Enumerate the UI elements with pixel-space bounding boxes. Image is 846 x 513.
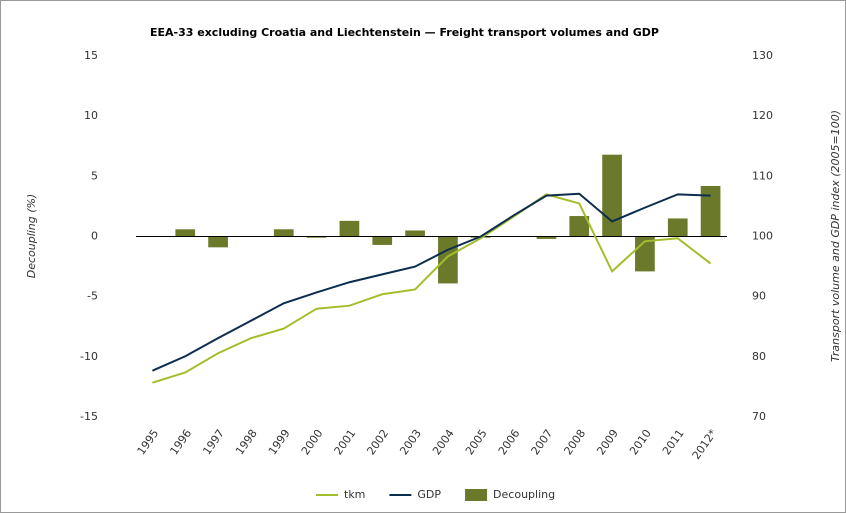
x-tick-label: 2004	[430, 427, 457, 457]
x-tick-label: 2009	[594, 427, 621, 457]
x-tick-label: 1998	[233, 427, 260, 457]
y-tick-label: 0	[91, 230, 98, 243]
y-tick-label: -5	[87, 290, 98, 303]
bar	[405, 230, 425, 237]
x-tick-label: 2001	[332, 427, 359, 457]
bar	[602, 154, 622, 237]
bar	[569, 216, 590, 237]
y-axis-title: Decoupling (%)	[25, 194, 38, 279]
y2-tick-label: 120	[752, 109, 773, 122]
y-tick-label: 5	[91, 169, 98, 182]
legend-label: GDP	[417, 488, 441, 501]
legend-label: tkm	[344, 488, 365, 501]
y-tick-label: 15	[84, 49, 98, 62]
x-tick-label: 1997	[200, 427, 227, 457]
bar	[438, 236, 458, 284]
x-tick-label: 2008	[561, 427, 588, 457]
legend-label: Decoupling	[493, 488, 555, 501]
y2-tick-label: 70	[752, 410, 766, 423]
x-tick-label: 2006	[496, 427, 523, 457]
y-tick-label: -10	[80, 350, 98, 363]
x-tick-label: 1996	[167, 427, 194, 457]
bar	[208, 236, 228, 248]
x-tick-label: 2002	[364, 427, 391, 457]
x-tick-label: 2005	[463, 427, 490, 457]
bar	[536, 236, 557, 239]
y2-axis-title: Transport volume and GDP index (2005=100…	[829, 110, 842, 362]
chart-title: EEA-33 excluding Croatia and Liechtenste…	[150, 26, 659, 39]
bar	[175, 229, 196, 237]
x-tick-label: 2011	[660, 427, 687, 457]
x-tick-label: 2000	[299, 427, 326, 457]
bar	[372, 236, 393, 245]
bar	[700, 185, 721, 237]
y-tick-label: -15	[80, 410, 98, 423]
x-tick-label: 2012*	[690, 427, 720, 462]
line	[152, 192, 711, 372]
y-tick-label: 10	[84, 109, 98, 122]
y2-tick-label: 90	[752, 290, 766, 303]
legend-swatch	[465, 489, 488, 501]
bar	[306, 236, 327, 238]
x-tick-label: 2010	[627, 427, 654, 457]
y2-tick-label: 110	[752, 169, 773, 182]
y2-tick-label: 80	[752, 350, 766, 363]
bar	[667, 218, 688, 237]
bar	[273, 229, 294, 237]
line	[152, 193, 712, 384]
x-tick-label: 1999	[266, 427, 293, 457]
x-tick-label: 2007	[529, 427, 556, 457]
y2-tick-label: 100	[752, 230, 773, 243]
x-tick-label: 1995	[135, 427, 162, 457]
x-tick-label: 2003	[397, 427, 424, 457]
y2-tick-label: 130	[752, 49, 773, 62]
bar	[339, 220, 360, 237]
